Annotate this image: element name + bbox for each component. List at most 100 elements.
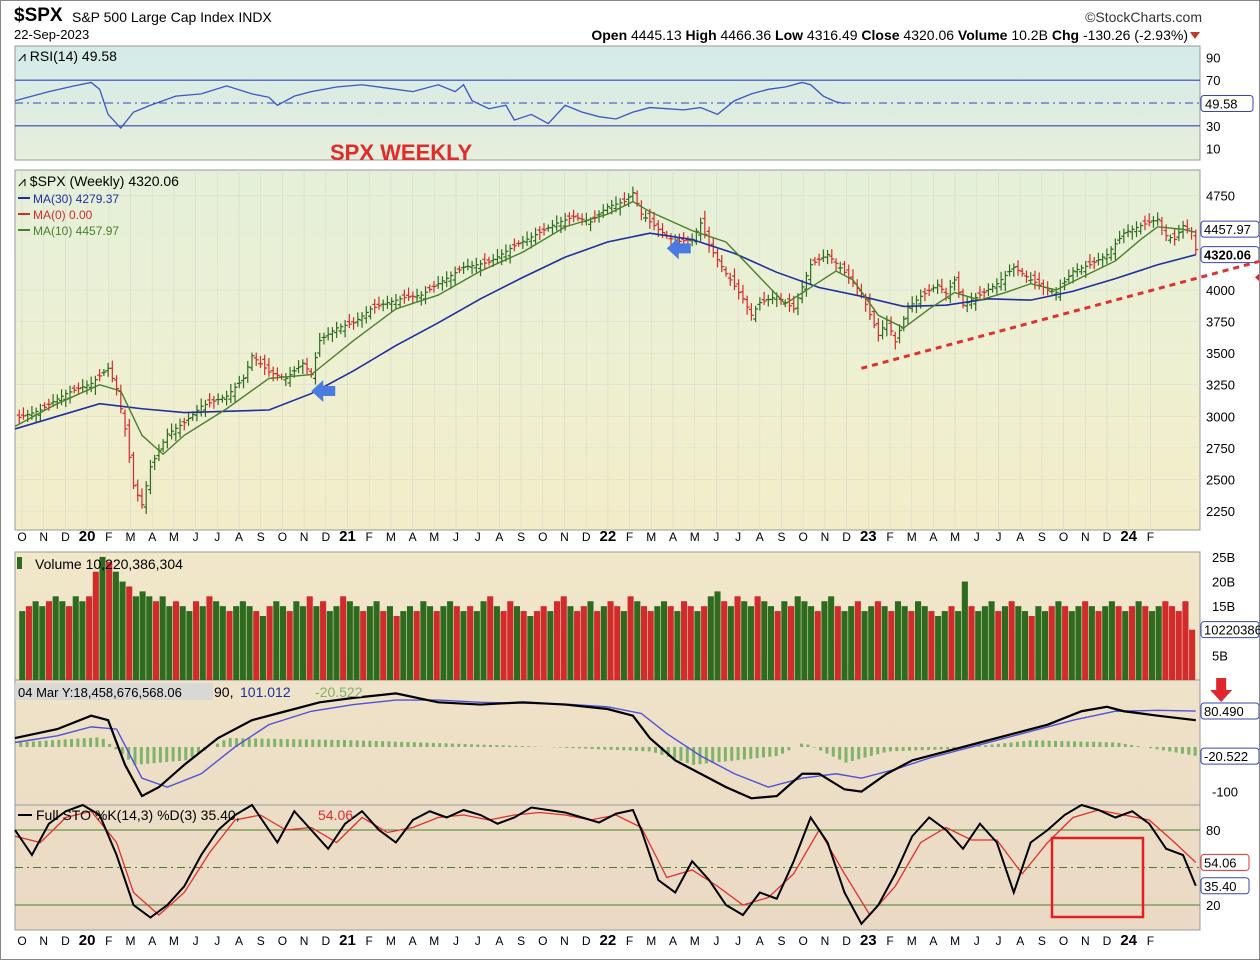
x-axis-label-bottom: M — [386, 934, 396, 948]
volume-label: Volume — [957, 27, 1008, 43]
x-axis-label-top: O — [1059, 530, 1068, 544]
volume-bar — [253, 611, 260, 680]
volume-bar — [654, 606, 661, 680]
x-axis-label-top: M — [646, 530, 656, 544]
x-axis-label-bottom: 24 — [1120, 932, 1137, 949]
chg-label: Chg — [1051, 27, 1080, 43]
ma10-line — [14, 200, 1196, 456]
volume-bar — [714, 591, 721, 680]
x-axis-label-bottom: N — [821, 934, 830, 948]
macd-histogram-bar — [285, 739, 289, 747]
macd-histogram-bar — [304, 739, 308, 747]
macd-histogram-bar — [838, 746, 842, 760]
spx-weekly-annotation: SPX WEEKLY — [330, 140, 473, 165]
x-axis-label-top: A — [495, 530, 503, 544]
x-axis-label-bottom: J — [193, 934, 199, 948]
x-axis-label-bottom: M — [429, 934, 439, 948]
macd-histogram-bar — [1028, 740, 1032, 747]
macd-legend-histogram: -20.522 — [315, 684, 363, 700]
x-axis-label-top: A — [409, 530, 417, 544]
x-axis-label-bottom: O — [799, 934, 808, 948]
macd-histogram-bar — [781, 746, 785, 754]
macd-histogram-bar — [1123, 743, 1127, 747]
x-axis-label-bottom: N — [560, 934, 569, 948]
volume-bar — [1048, 606, 1055, 680]
macd-histogram-bar — [362, 740, 366, 747]
price-tick-label: 3250 — [1206, 378, 1235, 393]
macd-histogram-bar — [1034, 740, 1038, 747]
x-axis-label-bottom: F — [626, 934, 633, 948]
volume-bar — [935, 616, 942, 680]
x-axis-label-bottom: D — [1103, 934, 1112, 948]
x-axis-label-top: O — [538, 530, 547, 544]
macd-histogram-bar — [463, 744, 467, 747]
macd-histogram-bar — [1098, 742, 1102, 747]
volume-bar — [266, 606, 273, 680]
x-axis-label-bottom: J — [735, 934, 741, 948]
macd-histogram-bar — [1130, 745, 1134, 747]
sto-value-box — [1200, 877, 1250, 895]
volume-bar — [1042, 611, 1049, 680]
price-legend-spx: ⩘ $SPX (Weekly) 4320.06 — [18, 173, 179, 189]
macd-histogram-bar — [177, 746, 181, 761]
x-axis-label-bottom: O — [1059, 934, 1068, 948]
volume-bar — [761, 601, 768, 680]
macd-histogram-bar — [133, 746, 137, 765]
volume-bar — [413, 611, 420, 680]
macd-tooltip-text: 04 Mar Y:18,458,676,568.06 — [18, 685, 182, 700]
macd-histogram-bar — [495, 745, 499, 747]
volume-bar — [487, 596, 494, 680]
x-axis-label-bottom: S — [257, 934, 265, 948]
macd-signal-line — [14, 699, 1196, 788]
volume-bar — [199, 606, 206, 680]
close-label: Close — [861, 27, 900, 43]
x-axis-label-bottom: O — [17, 934, 26, 948]
x-axis-label-bottom: J — [214, 934, 220, 948]
macd-histogram-bar — [787, 746, 791, 751]
volume-bar — [126, 586, 133, 680]
volume-bar — [106, 561, 113, 680]
x-axis-label-top: M — [950, 530, 960, 544]
x-axis-label-bottom: 21 — [339, 932, 356, 949]
x-axis-label-bottom: S — [777, 934, 785, 948]
macd-histogram-bar — [444, 743, 448, 747]
x-axis-label-top: J — [475, 530, 481, 544]
volume-bar — [701, 606, 708, 680]
volume-bar — [640, 606, 648, 680]
volume-bar — [460, 611, 467, 680]
volume-bar — [1021, 611, 1029, 680]
macd-histogram-bar — [736, 746, 740, 761]
macd-histogram-bar — [438, 743, 442, 747]
macd-histogram-bar — [89, 737, 93, 747]
volume-bar — [179, 606, 186, 680]
macd-hist-value-label: -20.522 — [1204, 749, 1248, 764]
volume-tick-label: 15B — [1212, 599, 1235, 614]
volume-bar — [1068, 611, 1075, 680]
sto-legend-d: 54.06 — [318, 807, 353, 823]
x-axis-label-bottom: D — [582, 934, 591, 948]
volume-bar — [814, 611, 821, 680]
volume-bar — [881, 606, 888, 680]
volume-bar — [1128, 606, 1136, 680]
volume-bar — [1095, 611, 1102, 680]
volume-bar — [52, 596, 59, 680]
macd-histogram-bar — [806, 744, 810, 747]
x-axis-label-bottom: 20 — [79, 932, 96, 949]
macd-histogram-bar — [355, 740, 359, 747]
volume-legend-icon — [17, 557, 22, 569]
x-axis-label-bottom: F — [366, 934, 373, 948]
macd-histogram-bar — [901, 746, 905, 751]
x-axis-label-bottom: A — [669, 934, 677, 948]
macd-histogram-bar — [50, 740, 54, 747]
volume-bar — [313, 606, 320, 680]
volume-bar — [781, 601, 788, 680]
volume-bar — [747, 606, 754, 680]
macd-histogram-bar — [336, 739, 340, 747]
macd-histogram-bar — [590, 746, 594, 749]
macd-histogram-bar — [330, 739, 334, 747]
macd-histogram-bar — [755, 746, 759, 759]
macd-histogram-bar — [273, 738, 277, 747]
x-axis-label-top: N — [39, 530, 48, 544]
macd-histogram-bar — [1180, 746, 1184, 754]
volume-bar — [801, 601, 808, 680]
